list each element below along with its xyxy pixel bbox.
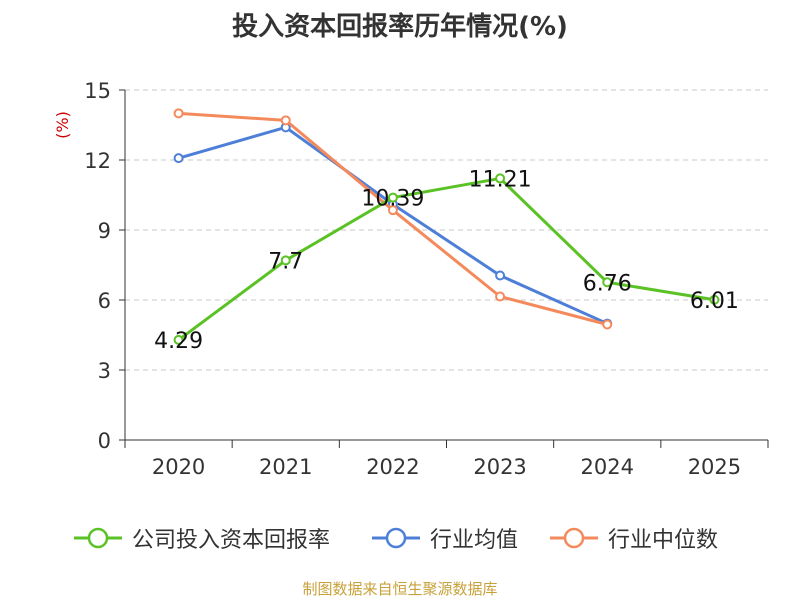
x-tick-label: 2020 <box>152 455 205 479</box>
legend: 公司投入资本回报率 行业均值 行业中位数 <box>0 518 800 558</box>
y-tick-label: 6 <box>98 289 111 313</box>
data-label: 11.21 <box>469 167 532 192</box>
data-point <box>173 108 184 119</box>
data-label-layer: 4.29 7.7 10.39 11.21 6.76 6.01 <box>154 167 739 353</box>
legend-label: 行业均值 <box>430 528 519 553</box>
data-point <box>495 173 506 184</box>
data-point <box>709 294 720 305</box>
data-point <box>387 192 398 203</box>
x-tick-label: 2024 <box>581 455 634 479</box>
y-tick-label: 9 <box>98 219 111 243</box>
data-point <box>173 334 184 345</box>
data-point <box>280 255 291 266</box>
y-tick-label: 0 <box>98 429 111 453</box>
legend-circle <box>87 527 109 549</box>
legend-circle <box>563 527 585 549</box>
source-note: 制图数据来自恒生聚源数据库 <box>302 580 498 598</box>
series-line <box>177 176 716 342</box>
series-layer <box>173 108 720 345</box>
data-point <box>602 277 613 288</box>
chart-title: 投入资本回报率历年情况(%) <box>232 12 568 42</box>
legend-label: 公司投入资本回报率 <box>132 528 331 553</box>
data-label: 4.29 <box>154 329 203 354</box>
legend-item[interactable]: 行业中位数 <box>548 518 718 558</box>
y-tick-label: 12 <box>84 149 111 173</box>
x-tick-label: 2023 <box>473 455 526 479</box>
axis-layer: 0 3 6 9 12 15 2020 2021 2022 2023 2024 2025 (%) <box>53 79 769 479</box>
data-label: 7.7 <box>268 249 303 274</box>
x-tick-label: 2021 <box>259 455 312 479</box>
data-point <box>495 270 506 281</box>
x-tick-label: 2022 <box>366 455 419 479</box>
legend-label: 行业中位数 <box>608 528 719 553</box>
legend-item[interactable]: 公司投入资本回报率 <box>72 518 330 558</box>
legend-item[interactable]: 行业均值 <box>370 518 518 558</box>
x-tick-label: 2025 <box>688 455 741 479</box>
data-label: 10.39 <box>361 187 424 212</box>
y-tick-label: 3 <box>98 359 111 383</box>
data-point <box>602 319 613 330</box>
data-label: 6.76 <box>583 271 632 296</box>
y-tick-label: 15 <box>84 79 111 103</box>
data-label: 6.01 <box>690 289 739 314</box>
data-point <box>495 291 506 302</box>
data-point <box>387 205 398 216</box>
legend-circle <box>385 527 407 549</box>
data-point <box>173 153 184 164</box>
y-axis-label: (%) <box>53 111 72 139</box>
grid-layer <box>125 89 768 371</box>
legend-line-marker-icon <box>372 527 420 549</box>
legend-line-marker-icon <box>550 527 598 549</box>
legend-line-marker-icon <box>74 527 122 549</box>
series-line <box>177 125 609 326</box>
data-point <box>280 115 291 126</box>
